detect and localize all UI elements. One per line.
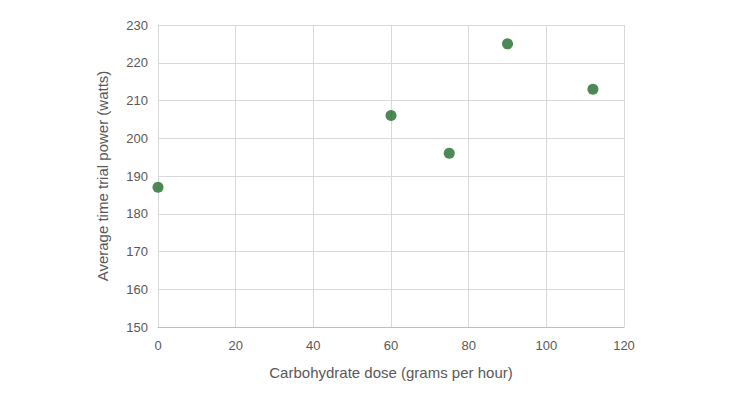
svg-text:180: 180 <box>126 206 148 221</box>
svg-text:190: 190 <box>126 169 148 184</box>
svg-text:170: 170 <box>126 244 148 259</box>
svg-text:40: 40 <box>306 338 320 353</box>
svg-text:200: 200 <box>126 131 148 146</box>
svg-text:60: 60 <box>384 338 398 353</box>
svg-text:220: 220 <box>126 55 148 70</box>
svg-text:120: 120 <box>613 338 635 353</box>
svg-text:230: 230 <box>126 18 148 33</box>
svg-text:Carbohydrate dose (grams per h: Carbohydrate dose (grams per hour) <box>269 364 512 381</box>
svg-text:150: 150 <box>126 320 148 335</box>
svg-text:0: 0 <box>154 338 161 353</box>
svg-text:80: 80 <box>461 338 475 353</box>
svg-text:100: 100 <box>535 338 557 353</box>
svg-text:160: 160 <box>126 282 148 297</box>
svg-text:Average time trial power (watt: Average time trial power (watts) <box>94 71 111 282</box>
svg-text:20: 20 <box>228 338 242 353</box>
svg-text:210: 210 <box>126 93 148 108</box>
